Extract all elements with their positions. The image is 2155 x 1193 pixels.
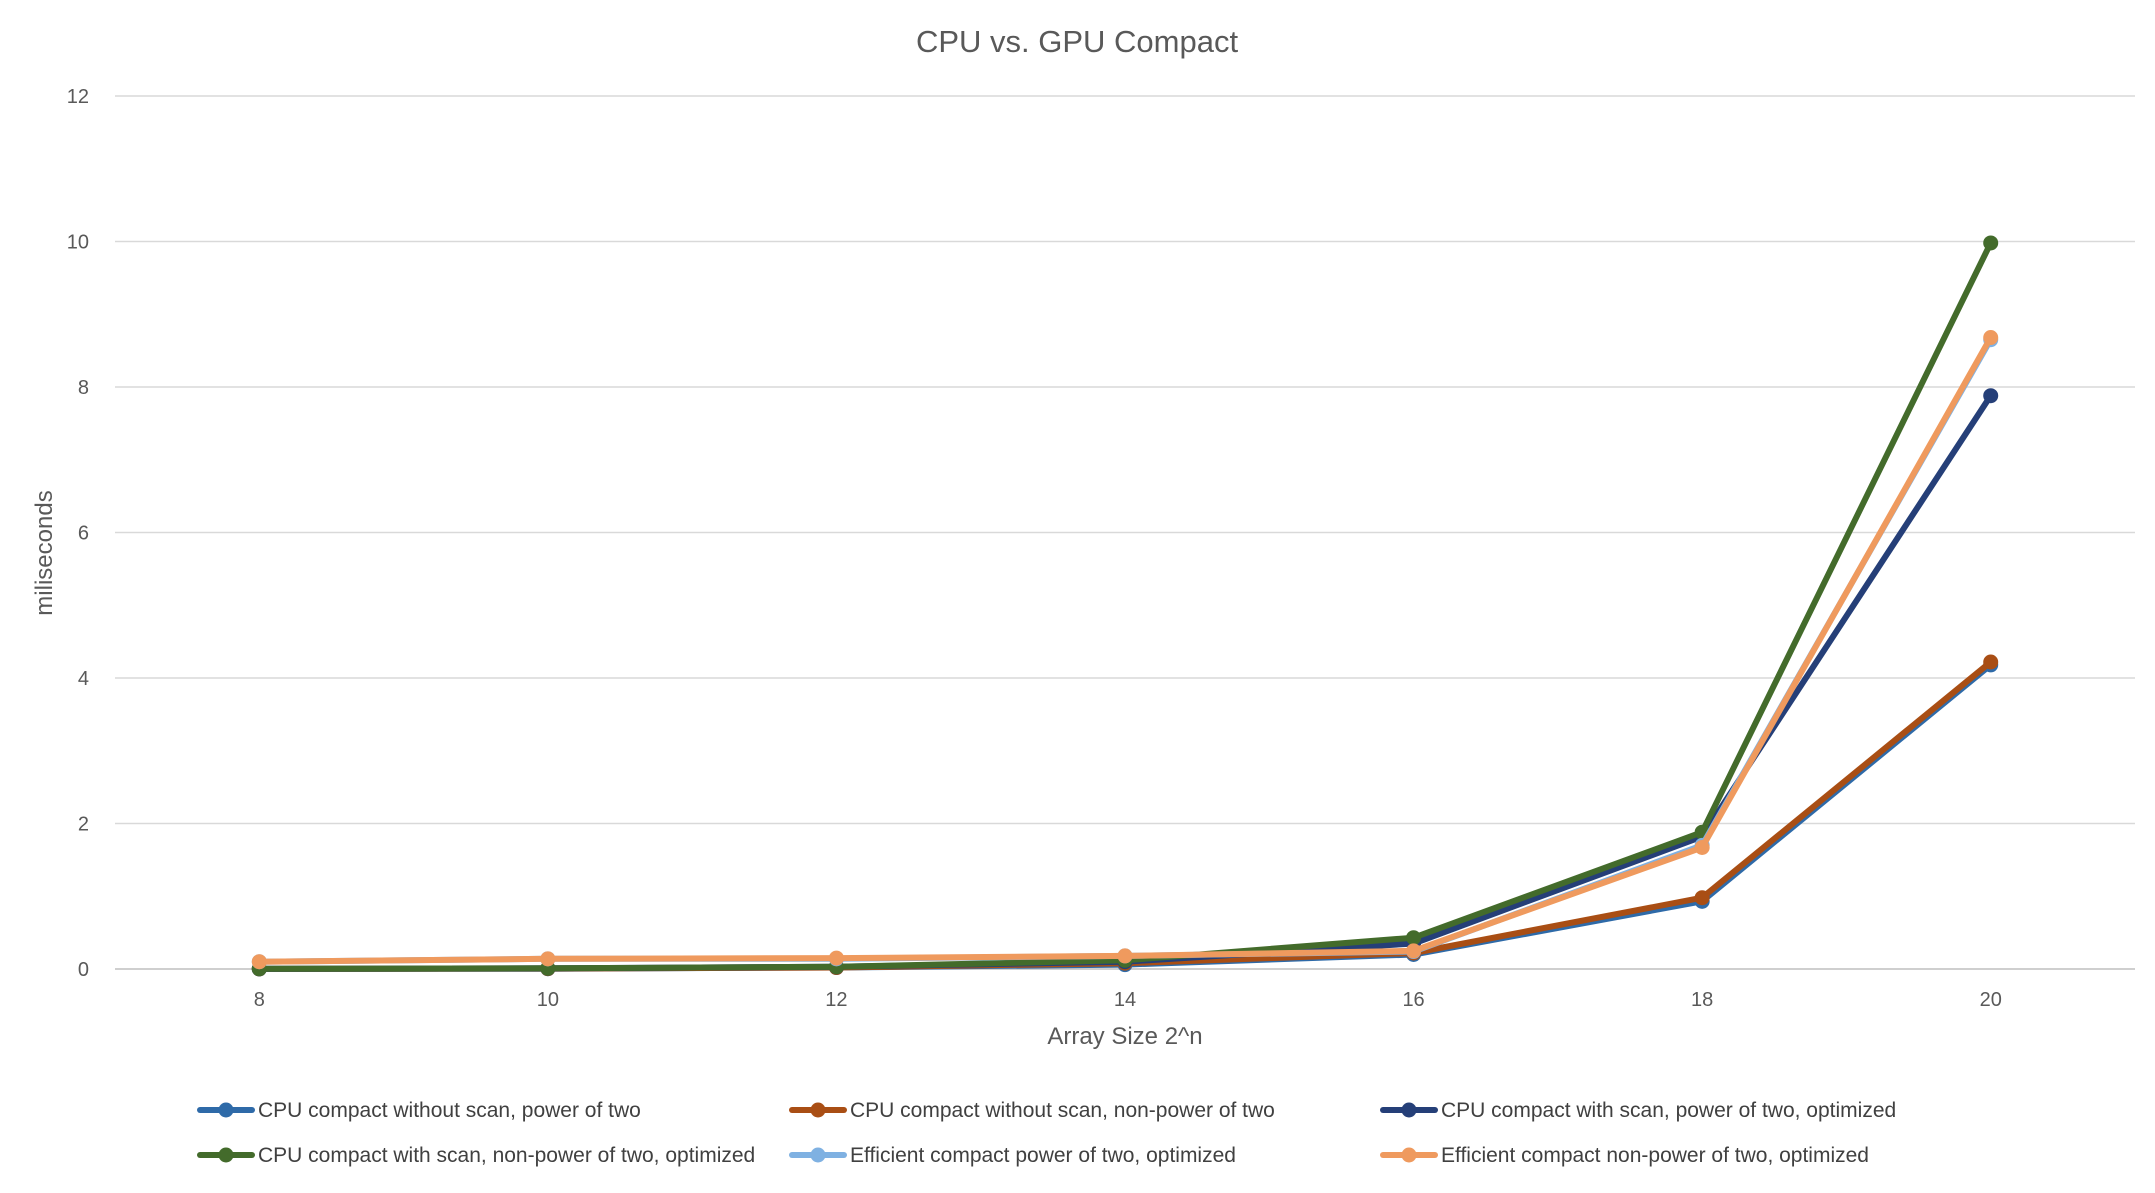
legend-item: CPU compact without scan, power of two [197, 1099, 641, 1122]
legend-swatch-marker [810, 1147, 826, 1163]
legend-item: Efficient compact power of two, optimize… [789, 1144, 1236, 1167]
series-3 [251, 388, 1999, 977]
legend-label: CPU compact with scan, power of two, opt… [1441, 1099, 1896, 1122]
series-2 [251, 654, 1999, 977]
y-tick-label: 10 [67, 232, 89, 254]
data-point [1983, 330, 1999, 346]
legend-swatch-marker [810, 1102, 826, 1118]
data-point [1983, 235, 1999, 251]
data-point [828, 950, 844, 966]
data-point [1406, 930, 1422, 946]
y-tick-label: 0 [78, 959, 89, 981]
series-layer [251, 235, 1999, 977]
series-line [256, 392, 1994, 972]
series-1 [251, 657, 1999, 977]
y-tick-label: 6 [78, 523, 89, 545]
data-point [1694, 840, 1710, 856]
series-line [256, 240, 1994, 972]
legend-swatch-marker [218, 1147, 234, 1163]
data-point [1694, 890, 1710, 906]
y-tick-label: 4 [78, 668, 89, 690]
legend: CPU compact without scan, power of two CP… [197, 1099, 1896, 1167]
legend-label: Efficient compact power of two, optimize… [850, 1144, 1236, 1167]
legend-swatch-marker [218, 1102, 234, 1118]
y-tick-label: 8 [78, 377, 89, 399]
series-line [256, 659, 1994, 972]
y-axis-label: miliseconds [31, 490, 58, 615]
series-4 [251, 235, 1999, 977]
y-tick-label: 2 [78, 814, 89, 836]
chart-title: CPU vs. GPU Compact [916, 24, 1239, 59]
y-tick-label: 12 [67, 86, 89, 108]
y-tick-labels: 0 2 4 6 8 10 12 [67, 86, 89, 981]
x-tick-labels: 8 10 12 14 16 18 20 [254, 989, 2002, 1011]
data-point [251, 954, 267, 970]
legend-label: Efficient compact non-power of two, opti… [1441, 1144, 1869, 1167]
x-tick-label: 12 [825, 989, 847, 1011]
series-line [256, 336, 1994, 965]
legend-label: CPU compact without scan, power of two [258, 1099, 641, 1122]
x-tick-label: 10 [537, 989, 559, 1011]
data-point [1406, 943, 1422, 959]
x-tick-label: 8 [254, 989, 265, 1011]
x-tick-label: 20 [1980, 989, 2002, 1011]
x-axis-label: Array Size 2^n [1047, 1023, 1202, 1050]
legend-swatch-marker [1401, 1147, 1417, 1163]
x-tick-label: 14 [1114, 989, 1136, 1011]
data-point [1983, 654, 1999, 670]
legend-item: Efficient compact non-power of two, opti… [1380, 1144, 1869, 1167]
data-point [1117, 948, 1133, 964]
legend-item: CPU compact with scan, power of two, opt… [1380, 1099, 1896, 1122]
x-tick-label: 16 [1402, 989, 1424, 1011]
series-line [256, 661, 1994, 972]
legend-swatch-marker [1401, 1102, 1417, 1118]
series-line [256, 334, 1994, 965]
x-tick-label: 18 [1691, 989, 1713, 1011]
data-point [1983, 388, 1999, 404]
legend-label: CPU compact without scan, non-power of t… [850, 1099, 1275, 1122]
grid-layer [115, 95, 2135, 970]
data-point [540, 951, 556, 967]
series-6 [251, 330, 1999, 970]
legend-item: CPU compact without scan, non-power of t… [789, 1099, 1275, 1122]
legend-label: CPU compact with scan, non-power of two,… [258, 1144, 755, 1167]
legend-item: CPU compact with scan, non-power of two,… [197, 1144, 755, 1167]
